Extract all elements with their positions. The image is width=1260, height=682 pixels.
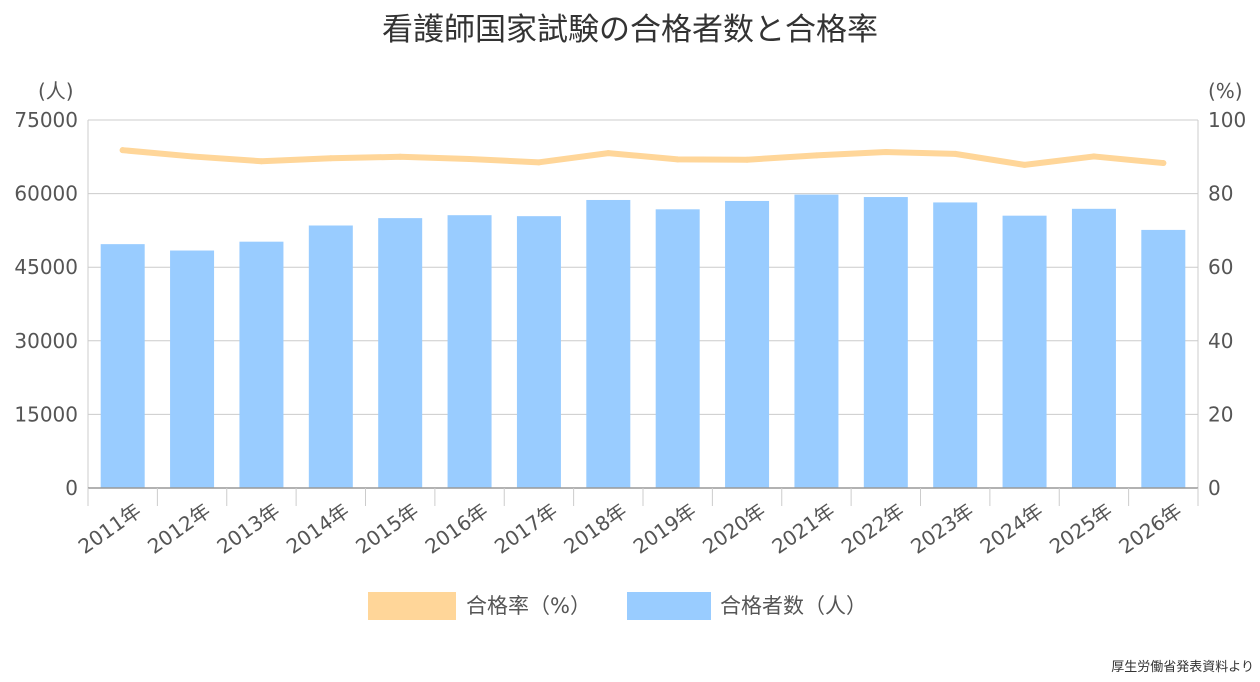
source-note: 厚生労働省発表資料より bbox=[1111, 660, 1254, 675]
x-tick-label: 2012年 bbox=[143, 498, 215, 558]
y-right-tick-label: 40 bbox=[1208, 329, 1233, 353]
x-tick-label: 2019年 bbox=[629, 498, 701, 558]
chart-title: 看護師国家試験の合格者数と合格率 bbox=[382, 12, 878, 48]
y-right-tick-label: 0 bbox=[1208, 476, 1221, 500]
bar bbox=[655, 209, 700, 488]
bar bbox=[1002, 215, 1047, 488]
legend-swatch-passers bbox=[627, 592, 711, 620]
bar bbox=[933, 202, 978, 488]
rate-point bbox=[813, 152, 820, 159]
bar-layer bbox=[100, 194, 1186, 489]
y-right-axis-label: (%) bbox=[1208, 79, 1243, 103]
y-left-axis-label: (人) bbox=[38, 79, 74, 103]
x-tick-label: 2024年 bbox=[976, 498, 1048, 558]
bar bbox=[308, 225, 353, 488]
y-left-tick-label: 45000 bbox=[14, 255, 78, 279]
x-tick-label: 2016年 bbox=[421, 498, 493, 558]
y-right-tick-label: 80 bbox=[1208, 182, 1233, 206]
rate-point bbox=[535, 159, 542, 166]
bar bbox=[170, 250, 215, 488]
x-tick-label: 2017年 bbox=[490, 498, 562, 558]
bar bbox=[516, 216, 561, 489]
bar bbox=[725, 200, 770, 488]
legend: 合格率（%） 合格者数（人） bbox=[368, 592, 867, 620]
rate-point bbox=[882, 149, 889, 156]
bar bbox=[863, 197, 908, 488]
bar bbox=[100, 244, 145, 488]
rate-point bbox=[189, 153, 196, 160]
x-tick-label: 2015年 bbox=[351, 498, 423, 558]
x-tick-label: 2011年 bbox=[74, 498, 146, 558]
bar bbox=[239, 241, 284, 488]
bar bbox=[586, 199, 631, 488]
rate-point bbox=[1160, 160, 1167, 167]
rate-point bbox=[258, 158, 265, 165]
x-tick-label: 2013年 bbox=[212, 498, 284, 558]
x-tick-label: 2025年 bbox=[1045, 498, 1117, 558]
rate-point bbox=[466, 156, 473, 163]
bar bbox=[794, 194, 839, 488]
rate-point bbox=[327, 155, 334, 162]
bar bbox=[1071, 208, 1116, 488]
rate-line bbox=[119, 147, 1167, 168]
y-right-tick-label: 20 bbox=[1208, 402, 1233, 426]
x-tick-label: 2022年 bbox=[837, 498, 909, 558]
bar bbox=[378, 218, 423, 488]
x-tick-label: 2018年 bbox=[559, 498, 631, 558]
y-left-tick-label: 30000 bbox=[14, 329, 78, 353]
bar bbox=[1141, 229, 1186, 488]
x-tick-label: 2026年 bbox=[1114, 498, 1186, 558]
x-tick-label: 2023年 bbox=[906, 498, 978, 558]
x-tick-label: 2020年 bbox=[698, 498, 770, 558]
rate-point bbox=[952, 150, 959, 157]
y-right-tick-label: 60 bbox=[1208, 255, 1233, 279]
legend-swatch-rate bbox=[368, 592, 456, 620]
rate-point bbox=[1021, 161, 1028, 168]
y-left-tick-label: 15000 bbox=[14, 402, 78, 426]
rate-point bbox=[119, 147, 126, 154]
y-left-tick-label: 0 bbox=[65, 476, 78, 500]
rate-point bbox=[397, 153, 404, 160]
y-left-tick-label: 75000 bbox=[14, 108, 78, 132]
rate-point bbox=[1090, 153, 1097, 160]
legend-label-rate: 合格率（%） bbox=[466, 594, 591, 618]
x-tick-label: 2021年 bbox=[767, 498, 839, 558]
bar bbox=[447, 215, 492, 488]
line-layer bbox=[119, 147, 1167, 168]
rate-point bbox=[674, 156, 681, 163]
rate-point bbox=[744, 156, 751, 163]
x-tick-label: 2014年 bbox=[282, 498, 354, 558]
y-left-tick-label: 60000 bbox=[14, 182, 78, 206]
y-right-tick-label: 100 bbox=[1208, 108, 1246, 132]
rate-point bbox=[605, 150, 612, 157]
legend-label-passers: 合格者数（人） bbox=[720, 594, 867, 618]
